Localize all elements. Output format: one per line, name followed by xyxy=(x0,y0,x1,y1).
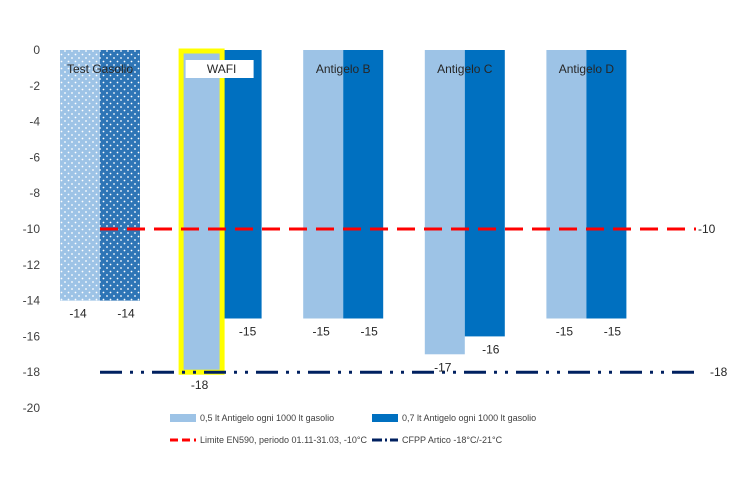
y-tick-label: -6 xyxy=(29,150,40,164)
y-axis: 0 -2 -4 -6 -8 -10 -12 -14 -16 -18 -20 xyxy=(23,43,41,415)
legend: 0,5 lt Antigelo ogni 1000 lt gasolio 0,7 … xyxy=(170,413,536,445)
bar xyxy=(424,50,465,355)
bar xyxy=(464,50,505,337)
bar xyxy=(303,50,344,319)
category-labels: Test Gasolio WAFI Antigelo B Antigelo C Anti… xyxy=(67,60,614,78)
data-label: -15 xyxy=(556,325,574,339)
bar xyxy=(60,50,100,301)
legend-label: 0,7 lt Antigelo ogni 1000 lt gasolio xyxy=(402,413,536,423)
legend-swatch xyxy=(170,414,196,422)
bar xyxy=(586,50,627,319)
y-tick-label: -10 xyxy=(23,222,41,236)
reference-line-label: -18 xyxy=(710,365,728,379)
legend-label: 0,5 lt Antigelo ogni 1000 lt gasolio xyxy=(200,413,334,423)
category-label: WAFI xyxy=(207,62,237,76)
bar xyxy=(181,50,222,373)
data-label: -15 xyxy=(239,325,257,339)
y-tick-label: -8 xyxy=(29,186,40,200)
data-label: -15 xyxy=(313,325,331,339)
y-tick-label: -12 xyxy=(23,258,41,272)
data-label: -14 xyxy=(117,307,135,321)
bar xyxy=(100,50,140,301)
category-label-box xyxy=(185,60,254,78)
data-label: -16 xyxy=(482,342,500,356)
bar xyxy=(221,50,262,319)
category-label: Antigelo D xyxy=(559,62,615,76)
legend-label: Limite EN590, periodo 01.11-31.03, -10°C xyxy=(200,435,368,445)
y-tick-label: -20 xyxy=(23,401,41,415)
data-labels: -14 -14 -18 -15 -15 -15 -17 -16 -15 -15 xyxy=(69,307,621,393)
y-tick-label: -4 xyxy=(29,115,40,129)
highlight-frame xyxy=(178,48,225,375)
bar xyxy=(546,50,587,319)
y-tick-label: -2 xyxy=(29,79,40,93)
data-label: -18 xyxy=(191,378,209,392)
reference-lines: -10 -18 xyxy=(100,222,728,379)
data-label: -14 xyxy=(69,307,87,321)
legend-swatch xyxy=(372,414,398,422)
legend-label: CFPP Artico -18°C/-21°C xyxy=(402,435,503,445)
y-tick-label: -18 xyxy=(23,365,41,379)
bar xyxy=(343,50,384,319)
category-label: Antigelo B xyxy=(316,62,371,76)
data-label: -15 xyxy=(361,325,379,339)
y-tick-label: -16 xyxy=(23,329,41,343)
category-label: Test Gasolio xyxy=(67,62,133,76)
category-label: Antigelo C xyxy=(437,62,493,76)
bars xyxy=(60,48,627,375)
data-label: -17 xyxy=(434,360,452,374)
reference-line-label: -10 xyxy=(698,222,716,236)
y-tick-label: -14 xyxy=(23,294,41,308)
data-label: -15 xyxy=(604,325,622,339)
y-tick-label: 0 xyxy=(33,43,40,57)
